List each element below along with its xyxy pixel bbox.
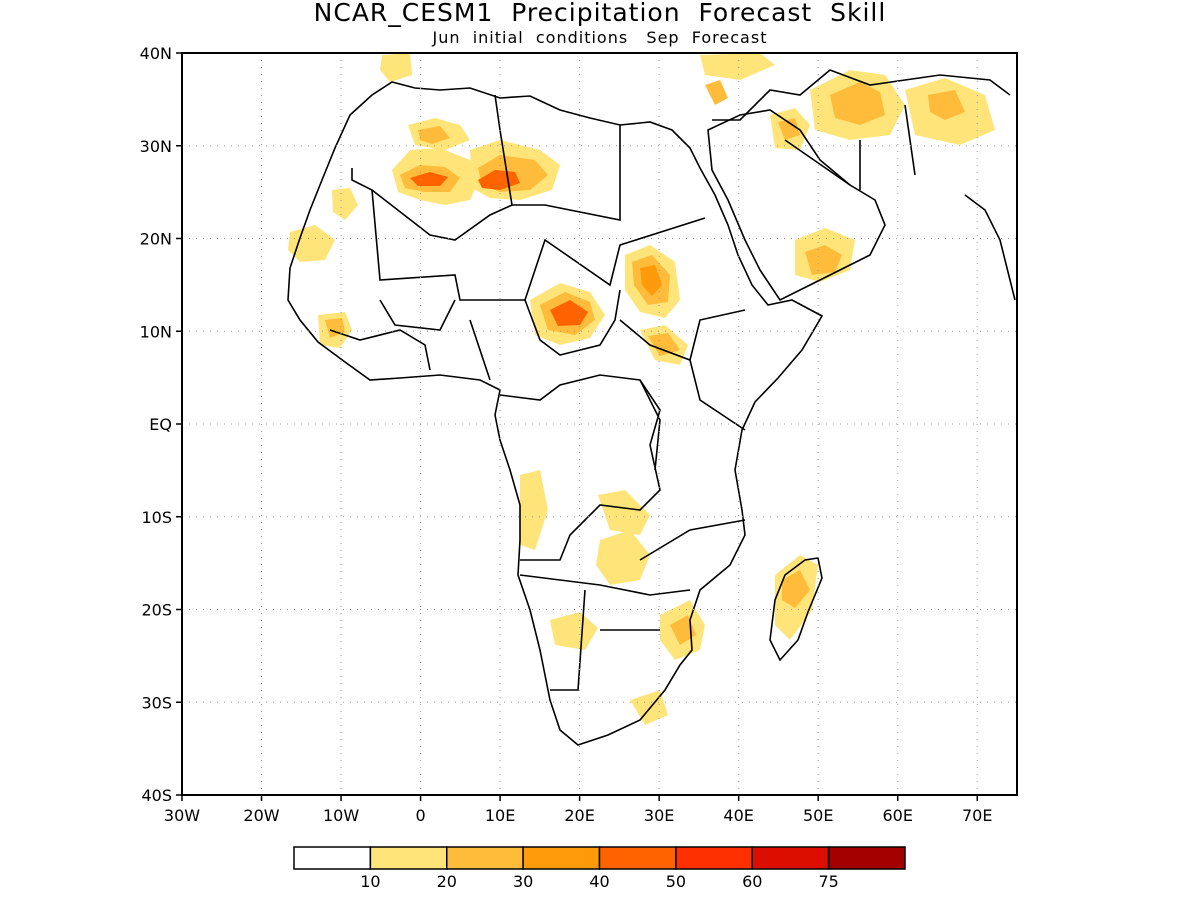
map-frame (181, 52, 1018, 796)
color-bar-swatch (369, 846, 448, 870)
color-bar-label: 75 (818, 872, 838, 891)
y-tick-label: 30N (140, 137, 172, 156)
skill-region-w-sahara (332, 188, 358, 220)
skill-region-zambia (598, 490, 650, 535)
x-tick-label: 0 (415, 806, 425, 825)
x-tick-label: 60E (882, 806, 912, 825)
skill-region-levant (705, 80, 728, 105)
color-bar-swatch (751, 846, 830, 870)
y-tick-label: 30S (141, 693, 172, 712)
color-bar-label: 50 (666, 872, 686, 891)
skill-region-sahara-west-peak (410, 172, 448, 186)
y-tick-label: 20S (141, 601, 172, 620)
color-bar-label: 60 (742, 872, 762, 891)
skill-region-sahara-north-core (418, 126, 450, 144)
color-bar-swatch (522, 846, 601, 870)
boundary-westafrica (329, 319, 491, 381)
country-boundaries (287, 69, 1016, 746)
map-subtitle: Jun initial conditions Sep Forecast (432, 28, 768, 47)
axis-labels: 30W 20W 10W 0 10E 20E 30E 40E 50E 60E 70E 40N 30N 20N… (140, 44, 993, 825)
india-coastline (964, 194, 1016, 301)
boundary-central (379, 289, 621, 356)
x-tick-label: 70E (962, 806, 992, 825)
color-bar-swatch (293, 846, 372, 870)
skill-region-mauritania (288, 225, 335, 262)
madagascar-coastline (769, 557, 823, 662)
y-tick-label: 10N (140, 322, 172, 341)
color-bar-label: 20 (437, 872, 457, 891)
color-bar-swatch (446, 846, 524, 870)
skill-region-sudan-peak (640, 265, 662, 296)
color-bar-swatch (598, 846, 677, 870)
skill-region-morocco (380, 53, 412, 82)
x-tick-label: 40E (723, 806, 753, 825)
skill-region-south-sudan-core (648, 333, 680, 356)
x-tick-label: 30W (164, 806, 200, 825)
x-tick-label: 10W (323, 806, 359, 825)
color-bar-label: 10 (360, 872, 380, 891)
arabia-coastline (707, 109, 886, 302)
y-tick-label: 10S (141, 508, 172, 527)
skill-region-iran-core (830, 82, 885, 125)
skill-region-yemen-oman-core (805, 245, 842, 275)
boundary-congo (499, 374, 661, 561)
x-tick-label: 20E (564, 806, 594, 825)
lat-lon-gridlines (182, 53, 1017, 795)
skill-region-botswana (550, 612, 598, 650)
skill-region-chad-peak (550, 300, 588, 326)
y-tick-label: 40N (140, 44, 172, 63)
skill-shading (288, 53, 995, 725)
skill-region-madagascar-core (782, 570, 810, 608)
boundary-middle-east (712, 69, 1011, 190)
color-bar: 10 20 30 40 50 60 75 (293, 846, 906, 891)
color-bar-swatch (827, 846, 906, 870)
skill-region-med (700, 53, 775, 80)
x-tick-label: 10E (485, 806, 515, 825)
color-bar-swatch (675, 846, 753, 870)
y-tick-label: 20N (140, 230, 172, 249)
skill-region-afghanistan-core (928, 90, 965, 120)
boundary-algeria-libya (351, 94, 513, 241)
skill-region-angola-coast (520, 470, 548, 550)
skill-region-angola (596, 530, 650, 585)
boundary-south (519, 519, 746, 691)
boundary-east (619, 309, 746, 471)
color-bar-label: 40 (589, 872, 609, 891)
y-tick-label: 40S (141, 786, 172, 805)
skill-region-iraq-core (778, 118, 800, 140)
skill-region-south-africa (630, 690, 668, 725)
map-title: NCAR_CESM1 Precipitation Forecast Skill (313, 0, 887, 27)
x-tick-label: 20W (243, 806, 279, 825)
x-tick-label: 30E (644, 806, 674, 825)
y-tick-label: EQ (149, 415, 172, 434)
color-bar-label: 30 (513, 872, 533, 891)
africa-coastline (287, 81, 824, 746)
x-tick-label: 50E (803, 806, 833, 825)
boundary-libya-egypt (512, 125, 621, 221)
